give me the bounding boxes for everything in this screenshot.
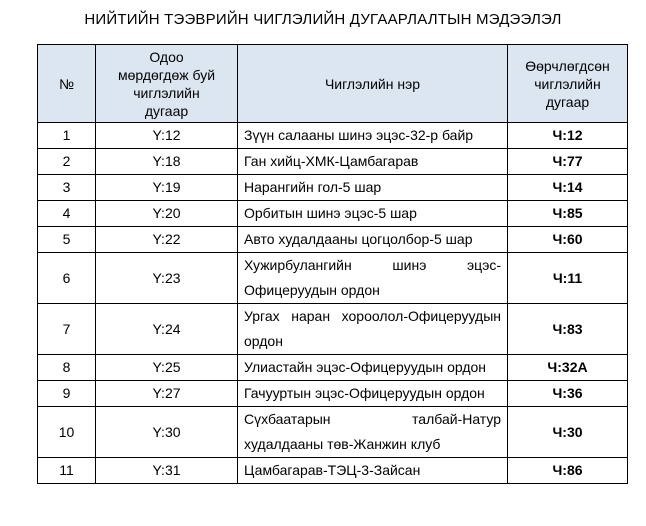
current-route: Y:24 — [95, 303, 238, 355]
table-row: 9 Y:27 Гачууртын эцэс-Офицеруудын ордон Ч:3… — [37, 380, 628, 407]
row-number: 3 — [37, 174, 96, 201]
header-cell: № — [37, 44, 96, 123]
current-route: Y:25 — [95, 354, 238, 381]
route-name: Зүүн салааны шинэ эцэс-32-р байр — [237, 122, 508, 149]
current-route: Y:27 — [95, 380, 238, 407]
row-number: 7 — [37, 303, 96, 355]
new-route: Ч:30 — [507, 406, 628, 458]
row-number: 4 — [37, 200, 96, 227]
header-text: чиглэлийн — [133, 84, 200, 101]
route-name: Орбитын шинэ эцэс-5 шар — [237, 200, 508, 227]
row-number: 2 — [37, 148, 96, 175]
route-table: № Одоо мөрдөгдөж буй чиглэлийн дугаар Чиглэли… — [37, 44, 628, 484]
row-number: 5 — [37, 226, 96, 253]
table-row: 6 Y:23 Хужирбулангийн шинэ эцэс-Офицерууды… — [37, 252, 628, 304]
header-text: № — [58, 75, 75, 92]
table-row: 11 Y:31 Цамбагарав-ТЭЦ-3-Зайсан Ч:86 — [37, 457, 628, 484]
table-body: 1 Y:12 Зүүн салааны шинэ эцэс-32-р байр Ч:1… — [37, 122, 628, 484]
route-name: Цамбагарав-ТЭЦ-3-Зайсан — [237, 457, 508, 484]
header-row: № Одоо мөрдөгдөж буй чиглэлийн дугаар Чиглэли… — [37, 44, 628, 123]
current-route: Y:22 — [95, 226, 238, 253]
new-route: Ч:60 — [507, 226, 628, 253]
route-name: Ургах наран хороолол-Офицеруудын ордон — [237, 303, 508, 355]
current-route: Y:12 — [95, 122, 238, 149]
header-text: Өөрчлөгдсөн — [525, 57, 610, 74]
header-text: Одоо — [149, 48, 184, 65]
new-route: Ч:36 — [507, 380, 628, 407]
row-number: 10 — [37, 406, 96, 458]
current-route: Y:31 — [95, 457, 238, 484]
row-number: 6 — [37, 252, 96, 304]
current-route: Y:20 — [95, 200, 238, 227]
route-name: Ган хийц-ХМК-Цамбагарав — [237, 148, 508, 175]
row-number: 1 — [37, 122, 96, 149]
route-name: Нарангийн гол-5 шар — [237, 174, 508, 201]
new-route: Ч:85 — [507, 200, 628, 227]
header-text: чиглэлийн — [534, 75, 601, 92]
current-route: Y:23 — [95, 252, 238, 304]
current-route: Y:30 — [95, 406, 238, 458]
table-row: 8 Y:25 Улиастайн эцэс-Офицеруудын ордон Ч:3… — [37, 354, 628, 381]
header-cell: Чиглэлийн нэр — [237, 44, 508, 123]
header-text: Чиглэлийн нэр — [324, 75, 421, 92]
route-name: Улиастайн эцэс-Офицеруудын ордон — [237, 354, 508, 381]
new-route: Ч:77 — [507, 148, 628, 175]
row-number: 8 — [37, 354, 96, 381]
route-name: Авто худалдааны цогцолбор-5 шар — [237, 226, 508, 253]
table-row: 10 Y:30 Сүхбаатарын талбай-Натур худалдаан… — [37, 406, 628, 458]
table-row: 2 Y:18 Ган хийц-ХМК-Цамбагарав Ч:77 — [37, 148, 628, 175]
table-row: 3 Y:19 Нарангийн гол-5 шар Ч:14 — [37, 174, 628, 201]
new-route: Ч:12 — [507, 122, 628, 149]
route-name: Хужирбулангийн шинэ эцэс-Офицеруудын орд… — [237, 252, 508, 304]
table-row: 7 Y:24 Ургах наран хороолол-Офицеруудын ор… — [37, 303, 628, 355]
route-name: Сүхбаатарын талбай-Натур худалдааны төв-… — [237, 406, 508, 458]
new-route: Ч:11 — [507, 252, 628, 304]
header-cell: Одоо мөрдөгдөж буй чиглэлийн дугаар — [95, 44, 238, 123]
row-number: 9 — [37, 380, 96, 407]
current-route: Y:19 — [95, 174, 238, 201]
header-text: дугаар — [545, 93, 590, 110]
table-row: 4 Y:20 Орбитын шинэ эцэс-5 шар Ч:85 — [37, 200, 628, 227]
header-text: дугаар — [144, 102, 189, 119]
table-row: 5 Y:22 Авто худалдааны цогцолбор-5 шар Ч:60 — [37, 226, 628, 253]
new-route: Ч:86 — [507, 457, 628, 484]
new-route: Ч:14 — [507, 174, 628, 201]
title: НИЙТИЙН ТЭЭВРИЙН ЧИГЛЭЛИЙН ДУГААРЛАЛТЫН … — [84, 11, 562, 28]
row-number: 11 — [37, 457, 96, 484]
header-text: мөрдөгдөж буй — [117, 66, 216, 83]
table-row: 1 Y:12 Зүүн салааны шинэ эцэс-32-р байр Ч:1… — [37, 122, 628, 149]
current-route: Y:18 — [95, 148, 238, 175]
route-name: Гачууртын эцэс-Офицеруудын ордон — [237, 380, 508, 407]
new-route: Ч:32А — [507, 354, 628, 381]
new-route: Ч:83 — [507, 303, 628, 355]
header-cell: Өөрчлөгдсөн чиглэлийн дугаар — [507, 44, 628, 123]
